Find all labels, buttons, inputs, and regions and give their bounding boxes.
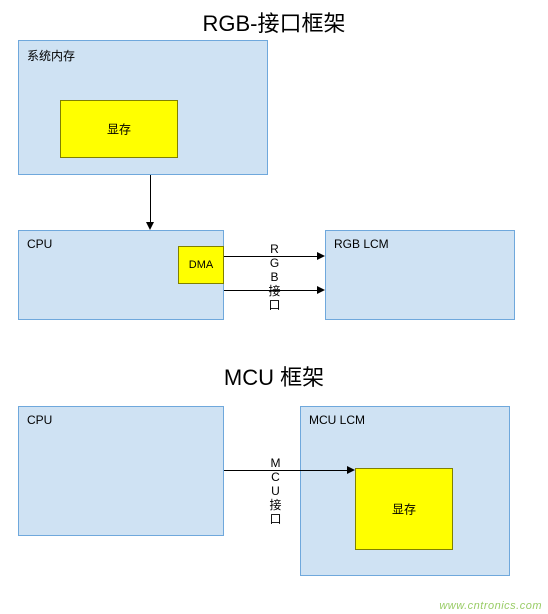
- mcu-interface-label: M C U 接 口: [270, 456, 282, 526]
- rgb-interface-label: R G B 接 口: [269, 242, 281, 312]
- mcu-conn-char: 口: [270, 512, 282, 526]
- cpu-label-rgb: CPU: [27, 237, 52, 251]
- mcu-lcm-label: MCU LCM: [309, 413, 365, 427]
- rgb-lcm-label: RGB LCM: [334, 237, 389, 251]
- diagram-title-rgb: RGB-接口框架: [0, 6, 548, 38]
- dma-box: DMA: [178, 246, 224, 284]
- rgb-conn-char: G: [269, 256, 281, 270]
- watermark: www.cntronics.com: [439, 600, 542, 612]
- vram-label-rgb: 显存: [61, 121, 177, 138]
- mcu-conn-char: C: [270, 470, 282, 484]
- vram-label-mcu: 显存: [356, 501, 452, 518]
- arrow-vram-to-cpu: [150, 175, 151, 222]
- mcu-conn-char: 接: [270, 498, 282, 512]
- rgb-conn-char: R: [269, 242, 281, 256]
- arrow-cpu-to-mculcm: [224, 470, 347, 471]
- dma-label: DMA: [179, 259, 223, 271]
- vram-box-mcu: 显存: [355, 468, 453, 550]
- cpu-label-mcu: CPU: [27, 413, 52, 427]
- arrow-dma-to-lcm-top-head: [317, 252, 325, 260]
- mcu-conn-char: U: [270, 484, 282, 498]
- rgb-conn-char: 口: [269, 298, 281, 312]
- arrow-dma-to-lcm-bot-head: [317, 286, 325, 294]
- cpu-box-mcu: CPU: [18, 406, 224, 536]
- vram-box-rgb: 显存: [60, 100, 178, 158]
- rgb-conn-char: B: [269, 270, 281, 284]
- arrow-vram-to-cpu-head: [146, 222, 154, 230]
- system-memory-label: 系统内存: [27, 47, 75, 64]
- arrow-cpu-to-mculcm-head: [347, 466, 355, 474]
- rgb-lcm-box: RGB LCM: [325, 230, 515, 320]
- diagram-title-mcu: MCU 框架: [0, 360, 548, 392]
- mcu-conn-char: M: [270, 456, 282, 470]
- rgb-conn-char: 接: [269, 284, 281, 298]
